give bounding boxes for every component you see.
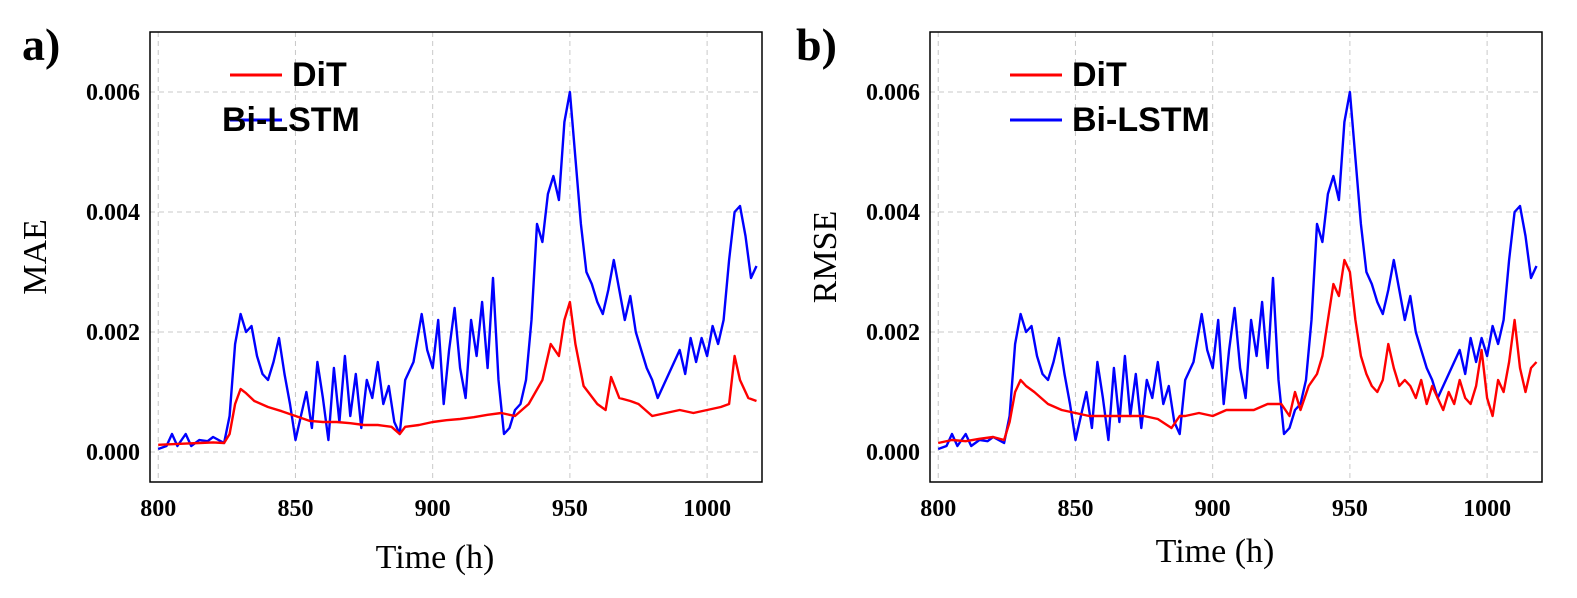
series-line-bi-lstm xyxy=(157,90,758,451)
legend-label-bi-lstm: Bi-LSTM xyxy=(1072,101,1210,139)
y-tick-label: 0.000 xyxy=(866,440,920,466)
x-tick-labels: 800 850 900 950 1000 xyxy=(920,496,1511,522)
panel-label: b) xyxy=(796,19,837,70)
legend-label-bi-lstm: Bi-LSTM xyxy=(222,101,360,139)
x-tick-labels: 800 850 900 950 1000 xyxy=(140,496,731,522)
y-tick-label: 0.006 xyxy=(866,80,920,106)
x-tick-label: 900 xyxy=(415,496,451,522)
legend: DiT Bi-LSTM xyxy=(1010,56,1210,139)
series-line-bi-lstm xyxy=(937,90,1538,451)
y-tick-label: 0.006 xyxy=(86,80,140,106)
legend-label-dit: DiT xyxy=(292,56,347,94)
panel-b: b) 0.000 0.002 0.004 0.006 800 850 900 950 1000… xyxy=(796,19,1543,570)
panel-a: a) 0.000 0.002 0.004 0.006 800 850 900 950 1000… xyxy=(17,19,763,576)
series xyxy=(157,90,758,451)
series xyxy=(937,90,1538,451)
panel-label: a) xyxy=(22,19,60,70)
y-tick-label: 0.004 xyxy=(86,200,140,226)
y-axis-label: RMSE xyxy=(807,211,844,304)
y-axis-label: MAE xyxy=(17,219,54,295)
plot-frame xyxy=(149,31,763,483)
x-tick-label: 900 xyxy=(1195,496,1231,522)
y-tick-label: 0.002 xyxy=(866,320,920,346)
x-tick-label: 800 xyxy=(920,496,956,522)
x-axis-label: Time (h) xyxy=(1156,533,1275,570)
series-line-dit xyxy=(158,300,757,446)
grid xyxy=(150,31,762,482)
y-tick-label: 0.000 xyxy=(86,440,140,466)
x-tick-label: 1000 xyxy=(683,496,731,522)
x-tick-label: 850 xyxy=(277,496,313,522)
y-tick-label: 0.002 xyxy=(86,320,140,346)
grid xyxy=(930,31,1542,482)
x-tick-label: 950 xyxy=(1332,496,1368,522)
x-tick-label: 1000 xyxy=(1463,496,1511,522)
y-tick-labels: 0.000 0.002 0.004 0.006 xyxy=(86,80,140,466)
x-tick-label: 800 xyxy=(140,496,176,522)
x-tick-label: 850 xyxy=(1057,496,1093,522)
y-tick-label: 0.004 xyxy=(866,200,920,226)
plot-frame xyxy=(929,31,1543,483)
x-axis-label: Time (h) xyxy=(376,539,495,576)
legend: DiT Bi-LSTM xyxy=(222,56,360,139)
series-line-dit xyxy=(937,258,1538,445)
x-tick-label: 950 xyxy=(552,496,588,522)
y-tick-labels: 0.000 0.002 0.004 0.006 xyxy=(866,80,920,466)
legend-label-dit: DiT xyxy=(1072,56,1127,94)
